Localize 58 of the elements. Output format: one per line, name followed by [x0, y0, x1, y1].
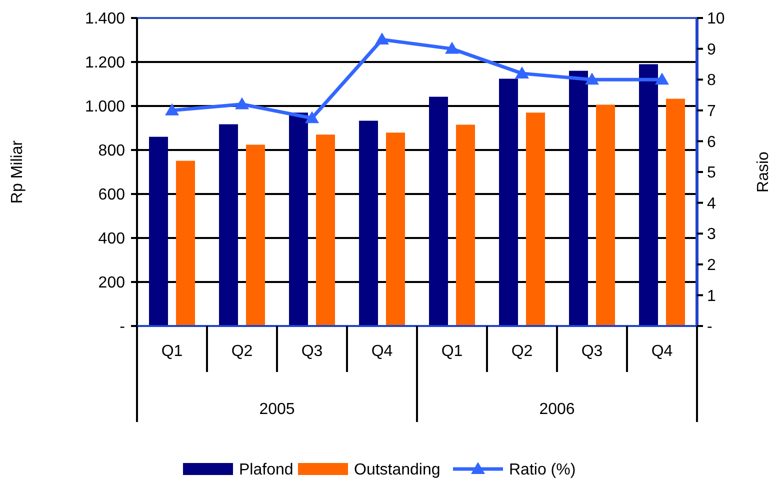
legend-label: Outstanding	[354, 462, 440, 479]
bar	[246, 144, 265, 326]
y2-tick-label: 8	[707, 72, 716, 90]
bar	[456, 124, 475, 326]
legend-label: Ratio (%)	[509, 462, 576, 479]
y2-tick-label: 5	[707, 164, 716, 182]
bar	[429, 96, 448, 326]
x-tick-label: Q2	[511, 343, 533, 360]
bar	[219, 124, 238, 326]
y-tick-label: -	[120, 318, 125, 336]
point	[375, 32, 389, 45]
bar	[526, 112, 545, 326]
bar	[176, 160, 195, 326]
point	[655, 72, 669, 85]
point	[515, 66, 529, 78]
point	[165, 103, 179, 116]
point	[305, 111, 319, 124]
bar	[666, 98, 685, 326]
bar	[639, 64, 658, 326]
y-axis-title: Rp Miliar	[9, 140, 26, 204]
y-tick-label: 1.400	[84, 10, 126, 28]
x-tick-label: Q1	[161, 343, 183, 360]
y-tick-label: 400	[98, 230, 126, 248]
bar	[149, 136, 168, 326]
x-tick-label: Q4	[651, 343, 673, 360]
text: 2005	[259, 401, 295, 418]
y2-axis-title: Rasio	[755, 151, 772, 192]
bar	[596, 104, 615, 326]
y2-tick-label: 3	[707, 226, 716, 244]
y2-tick-label: 7	[707, 103, 716, 120]
x-tick-label: Q2	[231, 343, 253, 360]
x-tick-label: Q4	[371, 343, 393, 360]
y-tick-label: 1.200	[84, 54, 126, 72]
y2-tick-label: 9	[707, 41, 716, 58]
y-tick-label: 600	[98, 186, 126, 204]
bar	[386, 132, 405, 326]
point	[585, 72, 599, 85]
y-tick-label: 1.000	[84, 98, 126, 116]
legend-label: Plafond	[239, 462, 294, 479]
point	[235, 97, 249, 110]
y2-tick-label: 6	[707, 134, 716, 151]
text: 2006	[539, 401, 575, 418]
bar	[569, 70, 588, 326]
bar	[359, 120, 378, 326]
y-tick-label: 800	[98, 142, 126, 160]
y2-tick-label: 10	[707, 10, 725, 28]
x-tick-label: Q3	[581, 343, 603, 360]
bar	[499, 78, 518, 326]
point	[445, 42, 459, 54]
y2-tick-label: -	[707, 318, 712, 336]
y2-tick-label: 4	[707, 195, 716, 212]
bar	[289, 112, 308, 326]
y2-tick-label: 2	[707, 257, 716, 274]
x-tick-label: Q1	[441, 343, 463, 360]
x-tick-label: Q3	[301, 343, 323, 360]
y2-tick-label: 1	[707, 288, 716, 305]
y-tick-label: 200	[98, 274, 126, 292]
bar	[316, 134, 335, 326]
